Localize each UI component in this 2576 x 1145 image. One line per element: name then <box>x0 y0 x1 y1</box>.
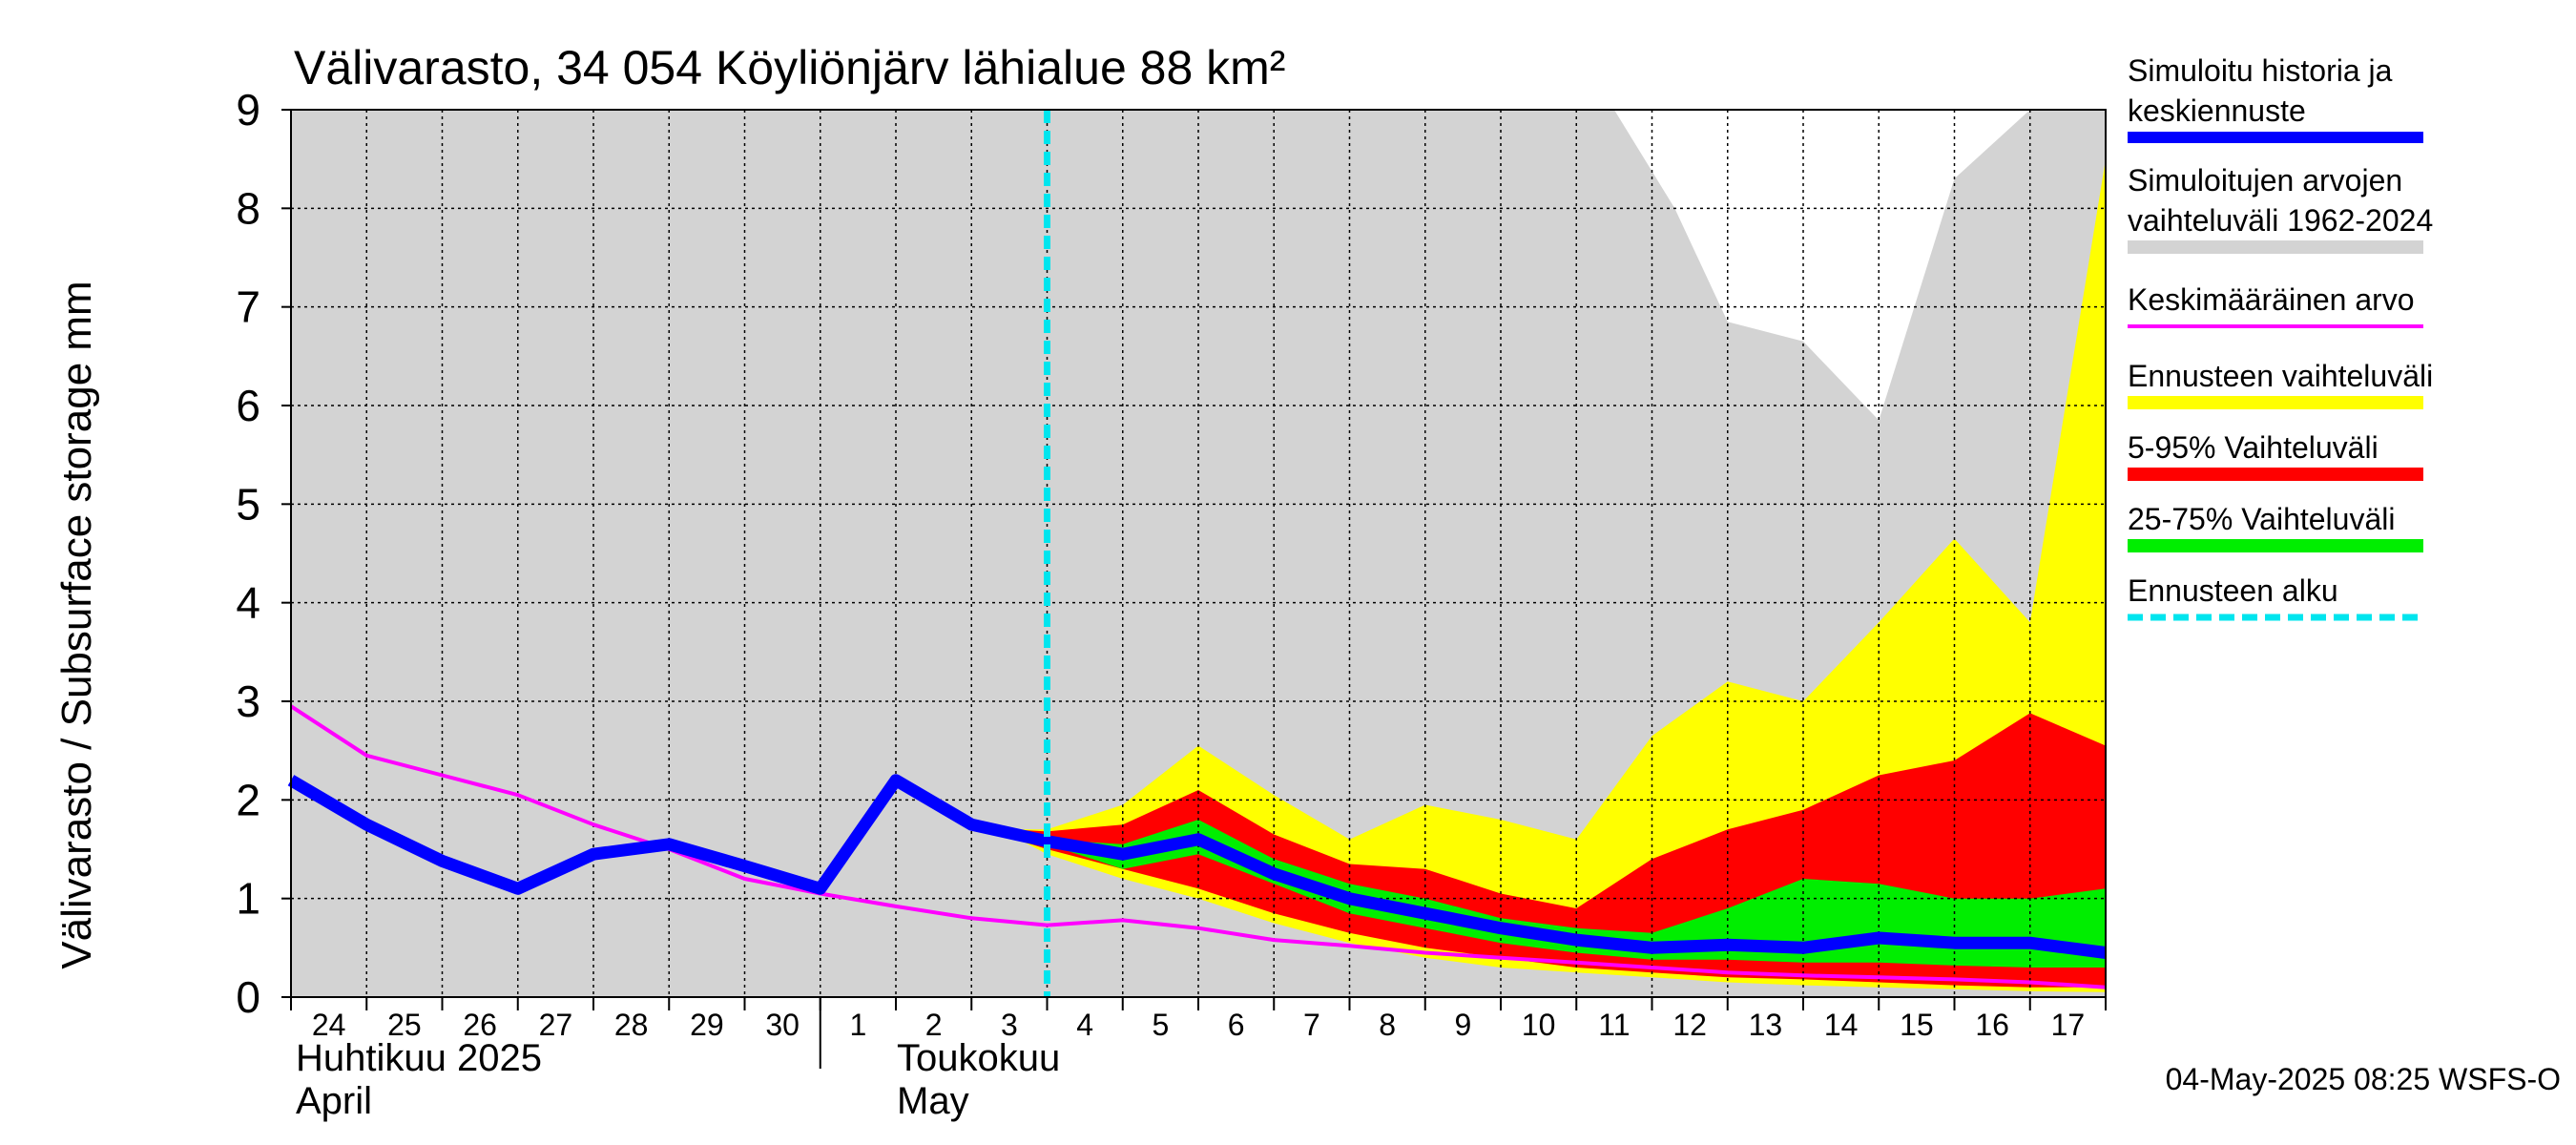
y-tick-label: 3 <box>236 677 260 726</box>
y-tick-label: 4 <box>236 578 260 628</box>
chart-title: Välivarasto, 34 054 Köyliönjärv lähialue… <box>294 41 1285 94</box>
y-tick-label: 7 <box>236 282 260 332</box>
x-tick-label: 8 <box>1379 1008 1396 1042</box>
x-tick-label: 27 <box>539 1008 573 1042</box>
legend-label: Ennusteen vaihteluväli <box>2128 359 2433 393</box>
x-tick-label: 10 <box>1522 1008 1556 1042</box>
x-tick-label: 29 <box>690 1008 724 1042</box>
y-tick-label: 9 <box>236 85 260 135</box>
x-tick-label: 28 <box>614 1008 649 1042</box>
x-tick-label: 17 <box>2051 1008 2086 1042</box>
median-forecast-line <box>287 774 2107 959</box>
y-tick-label: 2 <box>236 775 260 824</box>
y-tick-label: 0 <box>236 972 260 1022</box>
month-label-may-fi: Toukokuu <box>897 1037 1060 1079</box>
legend-label: 25-75% Vaihteluväli <box>2128 502 2395 536</box>
legend-label: vaihteluväli 1962-2024 <box>2128 203 2433 238</box>
x-tick-label: 9 <box>1454 1008 1471 1042</box>
x-tick-label: 11 <box>1598 1008 1630 1042</box>
x-tick-label: 30 <box>765 1008 800 1042</box>
x-tick-label: 14 <box>1824 1008 1859 1042</box>
legend-label: 5-95% Vaihteluväli <box>2128 430 2379 465</box>
x-tick-label: 5 <box>1152 1008 1169 1042</box>
timestamp-label: 04-May-2025 08:25 WSFS-O <box>2166 1062 2561 1096</box>
legend-label: Simuloitujen arvojen <box>2128 163 2402 198</box>
x-tick-label: 4 <box>1076 1008 1093 1042</box>
x-tick-label: 7 <box>1303 1008 1320 1042</box>
x-tick-label: 15 <box>1900 1008 1934 1042</box>
legend-label: Ennusteen alku <box>2128 573 2338 608</box>
x-tick-label: 13 <box>1749 1008 1783 1042</box>
y-axis-label: Välivarasto / Subsurface storage mm <box>53 281 100 968</box>
x-tick-label: 25 <box>387 1008 422 1042</box>
x-tick-label: 16 <box>1975 1008 2009 1042</box>
forecast-range-band <box>971 158 2106 992</box>
y-tick-label: 5 <box>236 479 260 529</box>
y-tick-label: 1 <box>236 874 260 924</box>
x-tick-label: 24 <box>312 1008 346 1042</box>
legend-label: Keskimääräinen arvo <box>2128 282 2415 317</box>
month-label-april-fi: Huhtikuu 2025 <box>296 1037 542 1079</box>
month-label-may-en: May <box>897 1080 969 1122</box>
x-tick-label: 1 <box>849 1008 866 1042</box>
x-tick-label: 26 <box>463 1008 497 1042</box>
month-label-april-en: April <box>296 1080 372 1122</box>
mean-value-line <box>289 704 2107 989</box>
legend-label: keskiennuste <box>2128 94 2306 128</box>
x-tick-label: 6 <box>1228 1008 1245 1042</box>
x-tick-label: 2 <box>925 1008 943 1042</box>
x-tick-label: 3 <box>1001 1008 1018 1042</box>
p25-75-band <box>971 820 2106 968</box>
x-tick-label: 12 <box>1672 1008 1707 1042</box>
series-lines <box>287 110 2107 997</box>
y-tick-label: 8 <box>236 183 260 233</box>
legend-label: Simuloitu historia ja <box>2128 53 2393 88</box>
legend: Simuloitu historia ja keskiennuste Simuloi… <box>2128 53 2433 621</box>
y-tick-label: 6 <box>236 381 260 430</box>
